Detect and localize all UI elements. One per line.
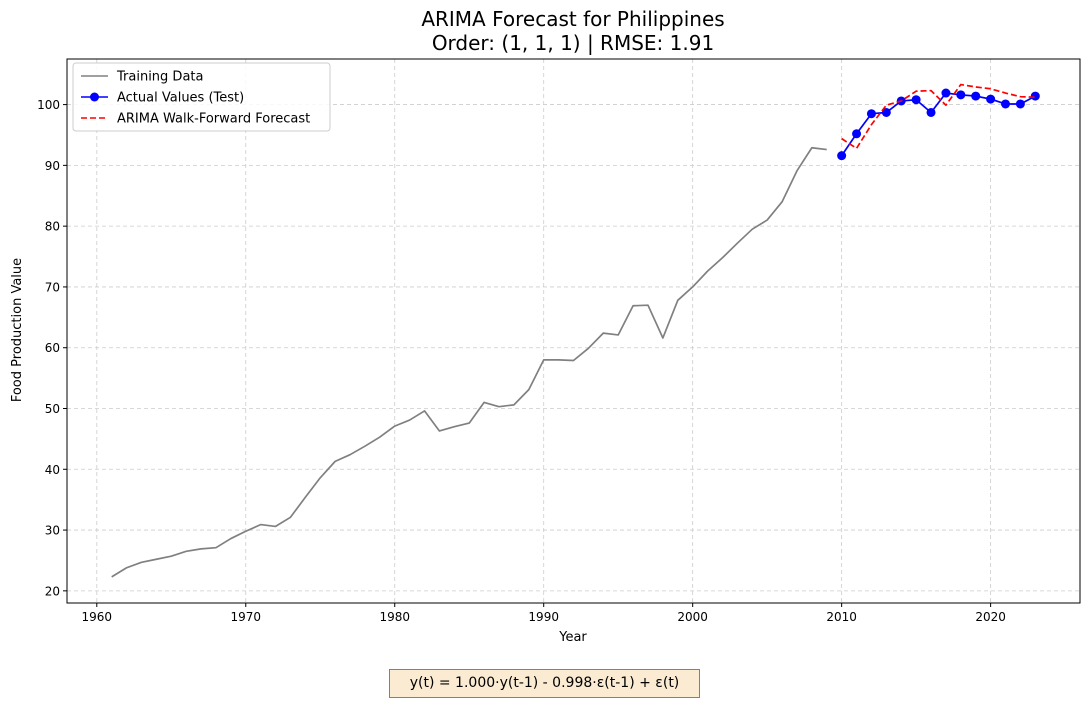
data-point-actual-values-test (911, 95, 921, 105)
y-tick-label: 20 (45, 584, 60, 598)
data-point-actual-values-test (986, 94, 996, 104)
x-tick-label: 2010 (826, 610, 857, 624)
y-tick-label: 70 (45, 280, 60, 294)
series-line-arima-walk-forward-forecast (841, 83, 1036, 150)
y-tick-label: 50 (45, 402, 60, 416)
legend-label-forecast: ARIMA Walk-Forward Forecast (117, 112, 310, 127)
data-point-actual-values-test (941, 88, 951, 98)
data-point-actual-values-test (971, 91, 981, 101)
series-line-training-data (111, 146, 827, 578)
data-point-actual-values-test (852, 129, 862, 139)
plot-area (111, 83, 1040, 578)
data-point-actual-values-test (1030, 91, 1040, 101)
y-tick-label: 100 (37, 98, 60, 112)
y-tick-label: 90 (45, 159, 60, 173)
grid (67, 59, 1080, 603)
y-tick-label: 80 (45, 220, 60, 234)
model-equation-box: y(t) = 1.000·y(t-1) - 0.998·ε(t-1) + ε(t… (389, 669, 700, 698)
y-tick-label: 30 (45, 524, 60, 538)
data-point-actual-values-test (926, 107, 936, 117)
plot-frame (66, 58, 1081, 604)
x-tick-label: 2000 (677, 610, 708, 624)
legend-box (72, 62, 331, 132)
chart-subtitle: Order: (1, 1, 1) | RMSE: 1.91 (432, 31, 714, 55)
data-point-actual-values-test (881, 107, 891, 117)
x-tick-label: 1970 (230, 610, 261, 624)
x-tick-label: 1990 (528, 610, 559, 624)
data-point-actual-values-test (1015, 99, 1025, 109)
y-axis-ticks: 20 30 40 50 60 70 80 90 100 (37, 98, 67, 598)
data-point-actual-values-test (1001, 99, 1011, 109)
data-point-actual-values-test (837, 151, 847, 161)
x-tick-label: 2020 (975, 610, 1006, 624)
data-point-actual-values-test (956, 90, 966, 100)
legend: Training Data Actual Values (Test) ARIMA… (72, 62, 331, 132)
data-point-actual-values-test (866, 109, 876, 119)
legend-label-training: Training Data (116, 70, 203, 85)
chart-title: ARIMA Forecast for Philippines (421, 7, 724, 31)
legend-marker-actual (90, 92, 99, 102)
y-tick-label: 60 (45, 341, 60, 355)
legend-label-actual: Actual Values (Test) (117, 91, 244, 106)
y-tick-label: 40 (45, 463, 60, 477)
x-axis-label: Year (558, 630, 587, 645)
y-axis-label: Food Production Value (10, 258, 25, 402)
x-axis-ticks: 1960 1970 1980 1990 2000 2010 2020 (82, 603, 1006, 624)
x-tick-label: 1960 (82, 610, 113, 624)
x-tick-label: 1980 (379, 610, 410, 624)
